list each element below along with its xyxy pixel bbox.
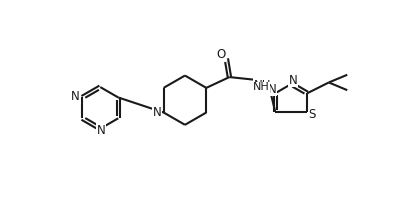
Text: N: N	[71, 90, 80, 103]
Text: N: N	[288, 74, 297, 87]
Text: NH: NH	[254, 79, 271, 92]
Text: O: O	[216, 48, 225, 61]
Text: NH: NH	[253, 82, 269, 92]
Text: N: N	[152, 106, 162, 119]
Text: N: N	[268, 83, 276, 96]
Text: N: N	[97, 124, 105, 137]
Text: S: S	[308, 108, 316, 121]
